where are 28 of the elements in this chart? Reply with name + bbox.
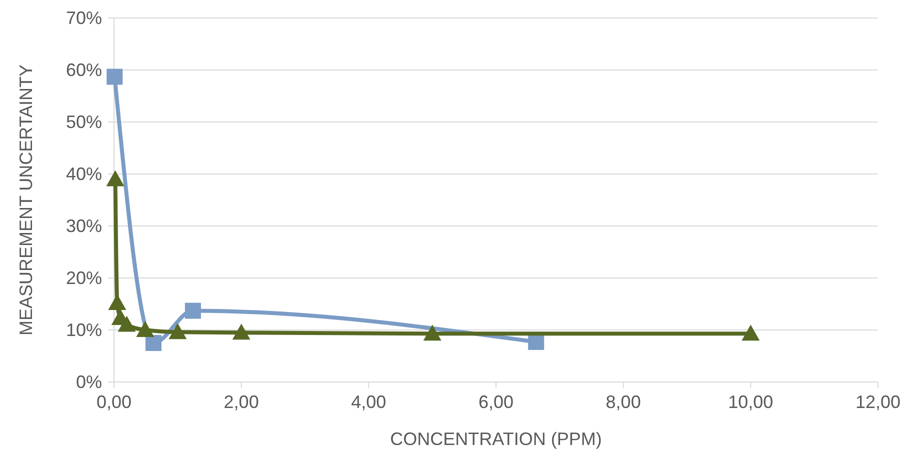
y-tick-label: 50% [66, 112, 102, 132]
y-tick-label: 30% [66, 216, 102, 236]
point [145, 335, 162, 351]
x-tick-label: 6,00 [478, 392, 514, 412]
y-axis-title: MEASUREMENT UNCERTAINTY [16, 64, 36, 336]
point [528, 334, 544, 350]
point [136, 321, 154, 337]
x-tick-label: 12,00 [855, 392, 901, 412]
point [742, 324, 760, 341]
y-tick-label: 70% [66, 8, 102, 28]
y-tick-label: 60% [66, 60, 102, 80]
point [184, 302, 201, 319]
x-axis-title: CONCENTRATION (PPM) [390, 429, 602, 449]
point [118, 316, 136, 332]
x-tick-label: 0,00 [96, 392, 132, 412]
point [106, 170, 124, 186]
x-tick-label: 2,00 [224, 392, 259, 412]
point [106, 68, 123, 85]
y-tick-label: 0% [76, 372, 102, 392]
y-tick-label: 40% [66, 164, 102, 184]
x-tick-label: 4,00 [351, 392, 386, 412]
point [168, 323, 187, 340]
point [232, 324, 250, 340]
point [423, 324, 442, 341]
y-tick-label: 10% [66, 320, 102, 340]
y-tick-label: 20% [66, 268, 102, 288]
x-tick-label: 10,00 [728, 392, 774, 412]
x-tick-label: 8,00 [606, 392, 641, 412]
